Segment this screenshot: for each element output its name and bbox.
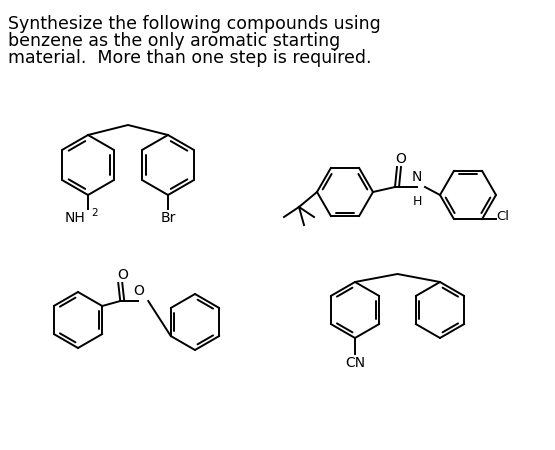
Text: N: N bbox=[412, 170, 422, 184]
Text: CN: CN bbox=[345, 356, 365, 370]
Text: benzene as the only aromatic starting: benzene as the only aromatic starting bbox=[8, 32, 340, 50]
Text: NH: NH bbox=[64, 211, 85, 225]
Text: O: O bbox=[117, 268, 128, 282]
Text: O: O bbox=[133, 284, 144, 298]
Text: O: O bbox=[396, 152, 406, 166]
Text: material.  More than one step is required.: material. More than one step is required… bbox=[8, 49, 371, 67]
Text: Cl: Cl bbox=[496, 210, 509, 223]
Text: Synthesize the following compounds using: Synthesize the following compounds using bbox=[8, 15, 381, 33]
Text: Br: Br bbox=[160, 211, 176, 225]
Text: H: H bbox=[412, 195, 422, 208]
Text: 2: 2 bbox=[91, 208, 98, 218]
